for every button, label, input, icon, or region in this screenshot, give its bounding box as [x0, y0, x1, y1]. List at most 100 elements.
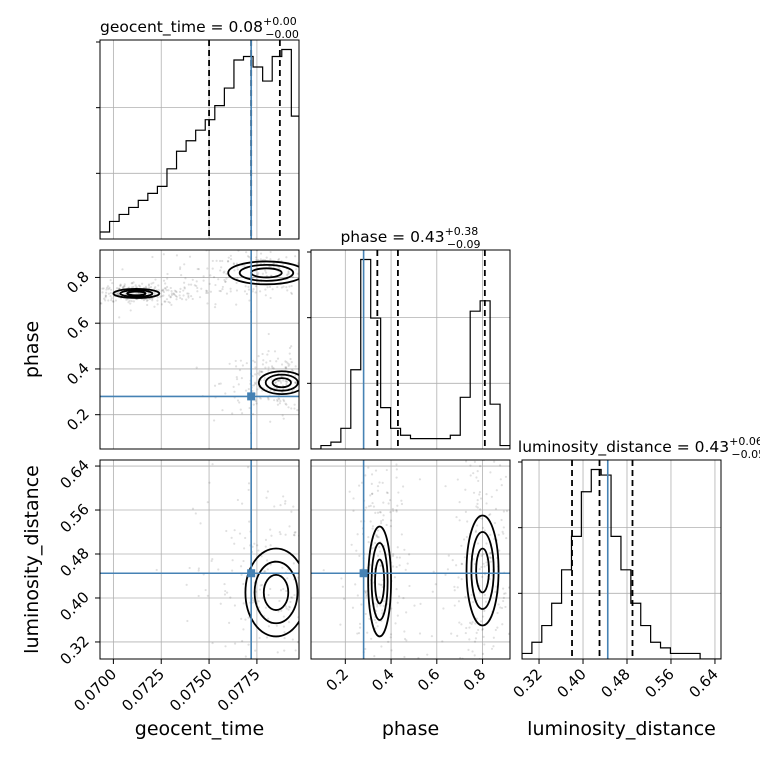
sample-point [254, 382, 257, 386]
sample-point [263, 379, 266, 382]
sample-point [352, 509, 355, 512]
sample-point [284, 380, 287, 383]
sample-point [396, 504, 399, 507]
sample-point [354, 583, 357, 586]
title-text: geocent_time = 0.08 [100, 18, 263, 37]
sample-point [221, 285, 224, 289]
sample-point [327, 671, 329, 673]
contour-level [257, 370, 299, 396]
sample-point [417, 656, 420, 659]
sample-point [306, 291, 308, 293]
sample-point [224, 392, 227, 395]
sample-point [294, 381, 297, 384]
sample-point [290, 361, 293, 364]
sample-point [312, 618, 314, 620]
sample-point [288, 525, 291, 528]
sample-point [252, 287, 255, 291]
sample-point [303, 373, 305, 375]
sample-point [285, 380, 288, 383]
sample-point [334, 697, 336, 699]
sample-point [182, 289, 185, 292]
sample-point [254, 373, 257, 376]
sample-point [328, 602, 330, 604]
sample-point [352, 629, 354, 631]
sample-point [266, 679, 268, 681]
sample-point [285, 256, 288, 259]
sample-point [169, 296, 172, 299]
sample-point [321, 655, 323, 657]
sample-point [264, 538, 268, 541]
sample-point [364, 474, 367, 477]
sample-point [232, 262, 235, 265]
sample-point [360, 651, 362, 653]
sample-point [393, 669, 395, 671]
sample-point [206, 501, 209, 504]
sample-point [277, 257, 281, 261]
sample-point [392, 565, 395, 568]
sample-point [282, 417, 285, 420]
sample-point [294, 531, 297, 534]
sample-point [502, 532, 505, 535]
sample-point [225, 272, 228, 275]
sample-point [156, 303, 159, 306]
sample-point [314, 389, 316, 391]
sample-point [367, 466, 370, 469]
sample-point [381, 481, 384, 484]
sample-point [261, 272, 264, 275]
sample-point [138, 292, 141, 295]
sample-point [169, 295, 172, 298]
sample-point [382, 514, 385, 517]
sample-point [169, 286, 172, 290]
sample-point [380, 583, 383, 586]
sample-point [328, 544, 330, 546]
sample-point [280, 698, 282, 700]
sample-point [255, 402, 258, 405]
sample-point [318, 656, 320, 658]
sample-point [197, 268, 200, 271]
sample-point [403, 637, 407, 641]
sample-point [213, 419, 216, 422]
sample-point [178, 290, 182, 294]
sample-point [279, 381, 283, 384]
sample-point [247, 643, 250, 646]
sample-point [307, 566, 309, 568]
sample-point [338, 258, 340, 260]
sample-point [514, 592, 516, 594]
sample-point [288, 346, 292, 350]
sample-point [341, 474, 343, 476]
sample-point [382, 604, 385, 607]
sample-point [173, 289, 177, 292]
sample-point [291, 638, 294, 641]
sample-point [107, 292, 111, 295]
sample-point [269, 359, 272, 363]
sample-point [132, 300, 135, 303]
sample-point [502, 599, 505, 603]
sample-point [251, 545, 254, 548]
sample-point [540, 643, 542, 645]
sample-point [183, 263, 186, 266]
sample-point [474, 722, 476, 724]
sample-point [227, 259, 230, 263]
sample-point [229, 290, 232, 293]
sample-point [527, 509, 529, 511]
sample-point [483, 729, 485, 731]
sample-point [162, 279, 166, 282]
sample-point [272, 262, 275, 265]
sample-point [151, 299, 154, 302]
sample-point [276, 285, 279, 289]
sample-point [254, 399, 257, 403]
sample-point [375, 534, 378, 538]
sample-point [242, 602, 245, 605]
sample-point [273, 386, 276, 390]
sample-point [483, 565, 486, 568]
sample-point [481, 526, 485, 529]
sample-point [103, 297, 106, 300]
sample-point [258, 373, 261, 377]
sample-point [269, 389, 272, 392]
sample-point [264, 570, 267, 573]
sample-point [454, 673, 456, 675]
sample-point [101, 287, 104, 290]
sample-point [194, 512, 197, 515]
sample-point [115, 287, 119, 290]
sample-point [161, 295, 164, 298]
